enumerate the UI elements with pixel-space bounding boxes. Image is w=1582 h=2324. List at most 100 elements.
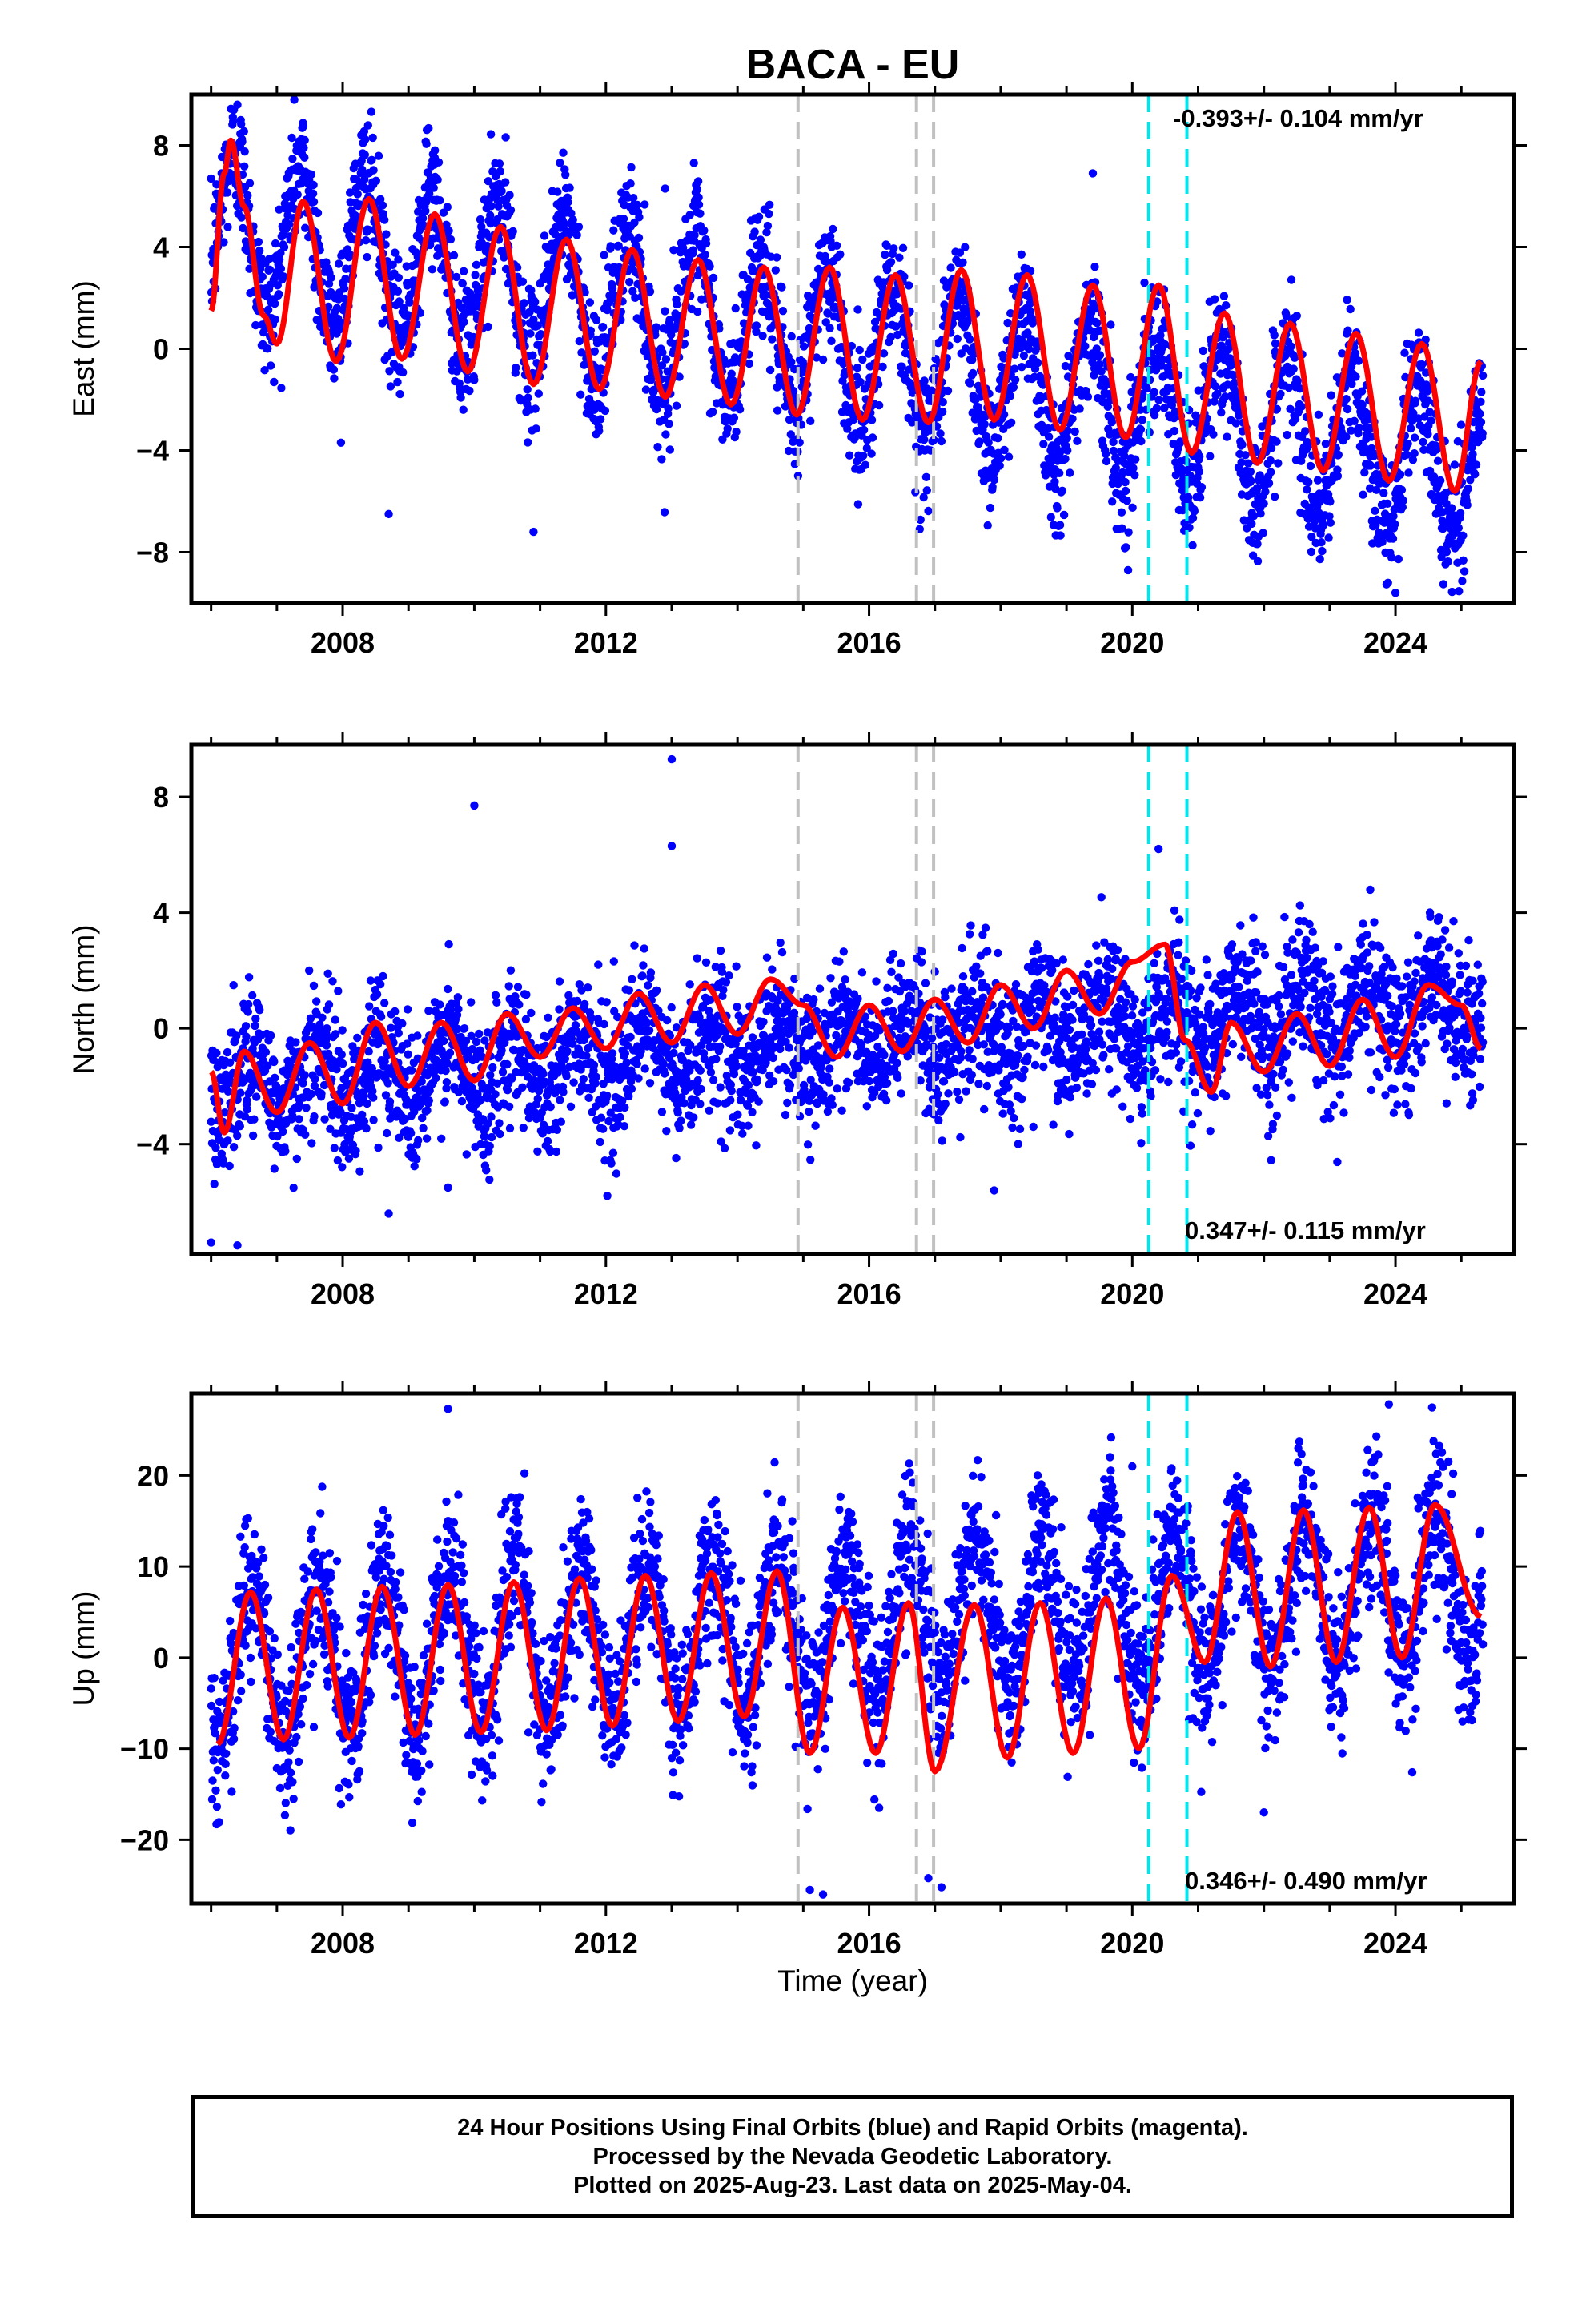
rate-label: -0.393+/- 0.104 mm/yr <box>1173 104 1423 132</box>
data-point <box>491 1090 500 1099</box>
data-point <box>1235 411 1243 420</box>
data-point <box>1055 521 1065 529</box>
data-point <box>715 324 724 333</box>
data-point <box>652 986 661 995</box>
data-point <box>1241 451 1250 460</box>
data-point <box>787 357 796 367</box>
data-point <box>1379 489 1388 497</box>
data-point <box>328 977 337 986</box>
data-point <box>662 1127 671 1136</box>
data-point <box>1195 452 1204 461</box>
x-tick-label: 2008 <box>311 626 375 659</box>
data-point <box>630 941 639 950</box>
data-point <box>629 194 638 203</box>
data-point <box>376 1012 386 1021</box>
data-point <box>685 980 694 989</box>
data-point <box>773 406 782 415</box>
data-point <box>778 307 788 316</box>
data-point <box>889 244 898 253</box>
data-point <box>456 393 465 402</box>
data-point <box>244 973 254 982</box>
data-point <box>1459 556 1468 565</box>
data-point <box>1343 296 1351 304</box>
data-point <box>1010 364 1019 373</box>
data-point <box>693 185 701 194</box>
data-point <box>696 1100 705 1108</box>
data-point <box>1443 557 1452 566</box>
data-point <box>1211 295 1219 304</box>
data-point <box>330 374 339 383</box>
data-point <box>245 179 255 187</box>
data-point <box>1456 509 1465 517</box>
x-tick-label: 2012 <box>574 626 638 659</box>
data-point <box>295 1100 304 1109</box>
data-point <box>628 975 636 984</box>
data-point <box>1121 486 1130 496</box>
data-point <box>818 355 828 364</box>
data-point <box>289 1184 298 1192</box>
data-point <box>882 241 891 250</box>
data-point <box>275 255 284 264</box>
data-point <box>380 215 389 224</box>
data-point <box>1476 397 1485 406</box>
data-point <box>223 188 232 197</box>
data-point <box>1244 459 1253 468</box>
data-point <box>1442 548 1452 557</box>
data-point <box>1388 534 1398 543</box>
data-point <box>553 187 562 196</box>
data-point <box>1058 486 1067 495</box>
data-point <box>938 407 947 416</box>
data-point <box>251 320 260 330</box>
data-point <box>287 133 296 143</box>
data-point <box>975 437 984 446</box>
data-point <box>1259 529 1267 537</box>
data-point <box>1359 490 1367 499</box>
data-point <box>299 1079 307 1088</box>
data-point <box>1108 497 1117 506</box>
data-point <box>685 211 694 219</box>
data-point <box>1068 414 1077 424</box>
data-point <box>664 404 673 413</box>
data-point <box>592 1072 600 1081</box>
data-point <box>1191 418 1200 427</box>
data-point <box>1188 541 1197 550</box>
data-point <box>603 1192 612 1200</box>
data-point <box>346 188 355 197</box>
data-point <box>1460 567 1469 576</box>
data-point <box>498 1068 508 1076</box>
data-point <box>1267 468 1275 476</box>
data-point <box>920 435 929 444</box>
data-point <box>336 1108 345 1116</box>
data-point <box>295 1115 303 1124</box>
data-point <box>330 1144 339 1152</box>
data-point <box>1111 464 1121 472</box>
data-point <box>248 1131 258 1140</box>
data-point <box>1284 383 1294 392</box>
data-point <box>900 272 909 281</box>
data-point <box>414 1136 423 1145</box>
data-point <box>1221 392 1230 401</box>
data-point <box>1055 468 1064 477</box>
data-point <box>1397 485 1407 494</box>
data-point <box>1307 533 1316 541</box>
data-point <box>861 460 870 469</box>
data-point <box>996 454 1006 463</box>
data-point <box>853 305 862 314</box>
data-point <box>1101 449 1110 458</box>
data-point <box>238 137 247 147</box>
data-point <box>501 133 510 142</box>
data-point <box>983 521 992 530</box>
data-point <box>309 197 319 207</box>
data-point <box>242 239 251 248</box>
data-point <box>795 438 804 447</box>
data-point <box>240 1076 249 1085</box>
data-point <box>633 200 642 210</box>
data-point <box>533 1147 542 1156</box>
data-point <box>1122 497 1132 505</box>
data-point <box>323 1024 331 1033</box>
data-point <box>1097 367 1106 376</box>
data-point <box>680 1099 689 1108</box>
data-point <box>1090 263 1099 271</box>
data-point <box>271 1073 279 1083</box>
y-tick-label: −8 <box>136 537 169 569</box>
